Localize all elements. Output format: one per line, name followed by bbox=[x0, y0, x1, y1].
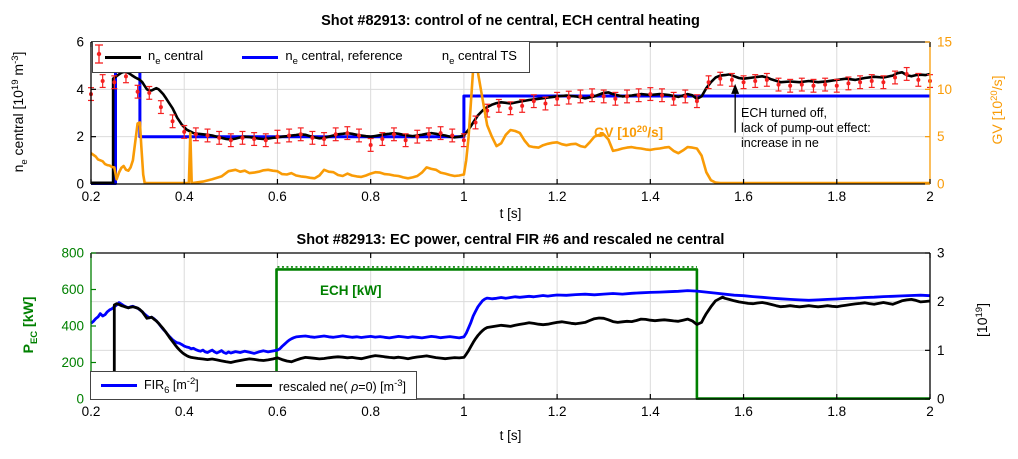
svg-text:400: 400 bbox=[61, 319, 84, 334]
label-text: /s] bbox=[989, 75, 1005, 91]
label-text: central [10 bbox=[10, 90, 26, 160]
svg-text:800: 800 bbox=[61, 246, 84, 261]
black-line-sample-icon bbox=[235, 384, 272, 387]
svg-text:0.2: 0.2 bbox=[82, 404, 101, 419]
svg-text:2: 2 bbox=[926, 189, 934, 204]
label-text: n bbox=[10, 164, 26, 173]
label-text: m bbox=[10, 63, 26, 80]
gv-inline-label: GV [1020/s] bbox=[594, 124, 664, 140]
top-chart-title: Shot #82913: control of ne central, ECH … bbox=[321, 13, 700, 29]
svg-text:10: 10 bbox=[937, 82, 952, 97]
svg-text:2: 2 bbox=[926, 404, 934, 419]
svg-text:1.4: 1.4 bbox=[641, 404, 660, 419]
bottom-legend: FIR6 [m-2] rescaled ne( ρ=0) [m-3] bbox=[90, 371, 417, 400]
svg-text:600: 600 bbox=[61, 282, 84, 297]
label-sup: 19 bbox=[10, 79, 21, 91]
svg-text:0.4: 0.4 bbox=[175, 189, 194, 204]
svg-text:0.6: 0.6 bbox=[268, 404, 287, 419]
svg-text:3: 3 bbox=[937, 246, 945, 261]
svg-text:2: 2 bbox=[937, 294, 945, 309]
annotation-line: lack of pump-out effect: bbox=[741, 121, 871, 135]
svg-text:6: 6 bbox=[76, 35, 84, 50]
svg-text:15: 15 bbox=[937, 35, 952, 50]
svg-text:1.6: 1.6 bbox=[734, 189, 753, 204]
label-text: ] bbox=[10, 51, 26, 56]
svg-text:4: 4 bbox=[76, 82, 84, 97]
svg-text:1.8: 1.8 bbox=[827, 189, 846, 204]
legend-label: ne central TS bbox=[441, 47, 517, 67]
legend-label: ne central, reference bbox=[285, 47, 403, 67]
legend-label: ne central bbox=[148, 47, 204, 67]
top-left-axis-label: ne central [1019 m-3] bbox=[10, 52, 30, 173]
label-text: [10 bbox=[974, 317, 990, 337]
blue-line-sample-icon bbox=[242, 55, 279, 59]
top-legend: ne central ne central, reference ne cent… bbox=[92, 41, 530, 73]
svg-text:2: 2 bbox=[76, 129, 84, 144]
label-sub: EC bbox=[29, 330, 40, 345]
bottom-chart-title: Shot #82913: EC power, central FIR #6 an… bbox=[296, 232, 725, 248]
svg-text:5: 5 bbox=[937, 129, 945, 144]
legend-entry-ne-reference: ne central, reference bbox=[242, 47, 403, 67]
svg-text:0: 0 bbox=[937, 392, 945, 407]
svg-text:0: 0 bbox=[937, 177, 945, 192]
svg-text:1.2: 1.2 bbox=[548, 404, 567, 419]
black-line-sample-icon bbox=[105, 55, 141, 59]
label-sup: 19 bbox=[974, 306, 985, 318]
annotation-text: ECH turned off, lack of pump-out effect:… bbox=[741, 106, 871, 151]
bottom-x-axis-label: t [s] bbox=[499, 428, 522, 443]
svg-text:0.4: 0.4 bbox=[175, 404, 194, 419]
svg-text:200: 200 bbox=[61, 355, 84, 370]
legend-label: FIR6 [m-2] bbox=[144, 375, 199, 396]
label-text: GV [10 bbox=[989, 100, 1005, 145]
blue-line-sample-icon bbox=[101, 384, 137, 387]
annotation-line: ECH turned off, bbox=[741, 106, 827, 120]
svg-text:1: 1 bbox=[460, 404, 468, 419]
legend-entry-rescaled-ne: rescaled ne( ρ=0) [m-3] bbox=[235, 377, 406, 394]
svg-text:1.2: 1.2 bbox=[548, 189, 567, 204]
label-text: ] bbox=[974, 303, 990, 307]
legend-entry-ne-central: ne central bbox=[105, 48, 203, 67]
label-text: [kW] bbox=[20, 296, 36, 331]
svg-text:0.6: 0.6 bbox=[268, 189, 287, 204]
svg-text:1.4: 1.4 bbox=[641, 189, 660, 204]
annotation-line: increase in ne bbox=[741, 136, 819, 150]
svg-text:0.8: 0.8 bbox=[361, 189, 380, 204]
label-sup: -3 bbox=[10, 55, 21, 64]
top-right-axis-label: GV [1020/s] bbox=[989, 76, 1005, 145]
svg-text:1.6: 1.6 bbox=[734, 404, 753, 419]
label-sup: 20 bbox=[989, 90, 1000, 101]
label-text: P bbox=[20, 344, 36, 354]
svg-text:1: 1 bbox=[460, 189, 468, 204]
svg-text:0.2: 0.2 bbox=[82, 189, 101, 204]
errorbar-sample-icon bbox=[95, 44, 103, 64]
legend-entry-ne-ts: ne central TS bbox=[95, 44, 517, 67]
legend-entry-fir6: FIR6 [m-2] bbox=[101, 376, 199, 396]
svg-text:1: 1 bbox=[937, 343, 945, 358]
svg-text:0.8: 0.8 bbox=[361, 404, 380, 419]
legend-label: rescaled ne( ρ=0) [m-3] bbox=[278, 377, 406, 394]
svg-text:0: 0 bbox=[76, 177, 84, 192]
top-x-axis-label: t [s] bbox=[499, 206, 522, 221]
bottom-left-axis-label: PEC [kW] bbox=[20, 297, 40, 354]
svg-text:0: 0 bbox=[76, 392, 84, 407]
svg-text:1.8: 1.8 bbox=[827, 404, 846, 419]
ech-inline-label: ECH [kW] bbox=[320, 283, 382, 298]
bottom-right-axis-label: [1019] bbox=[974, 303, 990, 337]
label-sub: e bbox=[19, 159, 30, 165]
